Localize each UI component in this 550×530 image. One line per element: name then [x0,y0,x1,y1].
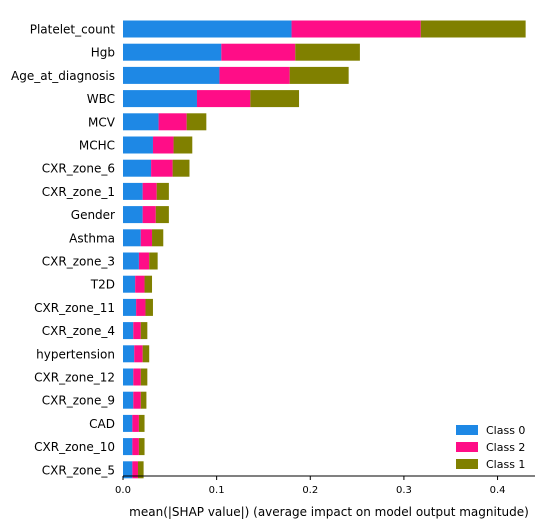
bar-cxr-zone-3-class-0 [123,252,139,270]
bar-cxr-zone-12-class-0 [123,368,134,386]
bar-asthma-class-2 [140,229,153,247]
category-label-asthma: Asthma [69,231,115,245]
category-label-cxr-zone-6: CXR_zone_6 [42,162,115,176]
x-tick-label: 0.4 [490,485,506,496]
category-label-cxr-zone-11: CXR_zone_11 [34,301,115,315]
bar-cad-class-0 [123,414,133,432]
category-label-hypertension: hypertension [36,347,115,361]
x-axis-label: mean(|SHAP value|) (average impact on mo… [129,505,529,519]
category-label-cad: CAD [89,417,115,431]
bar-cxr-zone-6-class-0 [123,159,152,177]
category-label-cxr-zone-12: CXR_zone_12 [34,371,115,385]
bar-hgb-class-2 [221,43,296,61]
bar-age-at-diagnosis-class-0 [123,66,220,84]
bar-cxr-zone-6-class-2 [151,159,173,177]
legend-swatch-class-1 [456,459,478,469]
category-label-gender: Gender [71,208,115,222]
bar-cxr-zone-6-class-1 [172,159,190,177]
bar-cxr-zone-11-class-0 [123,298,137,316]
bars-group [123,20,526,479]
bar-platelet-count-class-2 [291,20,421,38]
bar-cxr-zone-3-class-1 [149,252,158,270]
bar-mcv-class-1 [186,113,207,131]
bar-platelet-count-class-1 [420,20,526,38]
category-label-age-at-diagnosis: Age_at_diagnosis [11,69,115,83]
category-label-platelet-count: Platelet_count [30,23,116,37]
category-label-t2d: T2D [90,278,115,292]
bar-cxr-zone-3-class-2 [138,252,150,270]
bar-asthma-class-0 [123,229,141,247]
x-ticks-group: 0.0 0.1 0.2 0.3 0.4 [115,476,505,496]
bar-gender-class-0 [123,206,143,224]
bar-cxr-zone-10-class-2 [132,438,139,456]
bar-wbc-class-1 [250,90,300,108]
legend: Class 0 Class 2 Class 1 [456,424,525,471]
bar-cxr-zone-5-class-0 [123,461,133,479]
bar-cxr-zone-11-class-1 [145,298,153,316]
bar-cxr-zone-1-class-1 [156,182,169,200]
category-label-cxr-zone-3: CXR_zone_3 [42,255,115,269]
bar-hypertension-class-1 [142,345,150,363]
bar-mchc-class-2 [152,136,174,154]
category-label-mchc: MCHC [79,139,115,153]
bar-age-at-diagnosis-class-1 [289,66,349,84]
bar-hgb-class-0 [123,43,222,61]
x-tick-label: 0.0 [115,485,131,496]
bar-cxr-zone-9-class-0 [123,391,134,409]
bar-t2d-class-1 [144,275,153,293]
bar-cxr-zone-10-class-1 [138,438,145,456]
category-label-hgb: Hgb [91,46,115,60]
category-label-wbc: WBC [87,92,115,106]
bar-cxr-zone-12-class-2 [133,368,141,386]
bar-mcv-class-0 [123,113,159,131]
bar-cxr-zone-5-class-2 [132,461,138,479]
bar-asthma-class-1 [152,229,164,247]
bar-hgb-class-1 [295,43,360,61]
bar-t2d-class-0 [123,275,136,293]
bar-age-at-diagnosis-class-2 [219,66,290,84]
legend-swatch-class-0 [456,425,478,435]
bar-cxr-zone-10-class-0 [123,438,133,456]
bar-cxr-zone-9-class-1 [140,391,147,409]
bar-cxr-zone-4-class-0 [123,322,134,340]
bar-cxr-zone-4-class-1 [140,322,148,340]
bar-cad-class-2 [132,414,139,432]
bar-cxr-zone-12-class-1 [140,368,148,386]
x-tick-label: 0.1 [209,485,225,496]
bar-cxr-zone-11-class-2 [136,298,146,316]
legend-swatch-class-2 [456,442,478,452]
bar-cxr-zone-4-class-2 [133,322,141,340]
bar-wbc-class-0 [123,90,197,108]
legend-label-class-2: Class 2 [486,441,525,454]
bar-gender-class-1 [155,206,169,224]
bar-cxr-zone-1-class-0 [123,182,143,200]
bar-gender-class-2 [142,206,156,224]
bar-t2d-class-2 [135,275,145,293]
bar-cxr-zone-1-class-2 [142,182,157,200]
bar-wbc-class-2 [196,90,251,108]
bar-mchc-class-1 [173,136,193,154]
bar-mcv-class-2 [158,113,187,131]
bar-mchc-class-0 [123,136,153,154]
legend-label-class-0: Class 0 [486,424,525,437]
category-label-mcv: MCV [88,115,116,129]
bar-hypertension-class-2 [134,345,143,363]
category-labels-group: Platelet_count Hgb Age_at_diagnosis WBC MCV M… [11,23,116,478]
category-label-cxr-zone-1: CXR_zone_1 [42,185,115,199]
bar-hypertension-class-0 [123,345,135,363]
bar-cxr-zone-9-class-2 [133,391,141,409]
x-tick-label: 0.3 [396,485,412,496]
category-label-cxr-zone-4: CXR_zone_4 [42,324,115,338]
category-label-cxr-zone-9: CXR_zone_9 [42,394,115,408]
x-tick-label: 0.2 [302,485,318,496]
legend-label-class-1: Class 1 [486,458,525,471]
bar-cad-class-1 [138,414,145,432]
category-label-cxr-zone-10: CXR_zone_10 [34,440,115,454]
bar-platelet-count-class-0 [123,20,292,38]
bar-cxr-zone-5-class-1 [137,461,144,479]
category-label-cxr-zone-5: CXR_zone_5 [42,463,115,477]
